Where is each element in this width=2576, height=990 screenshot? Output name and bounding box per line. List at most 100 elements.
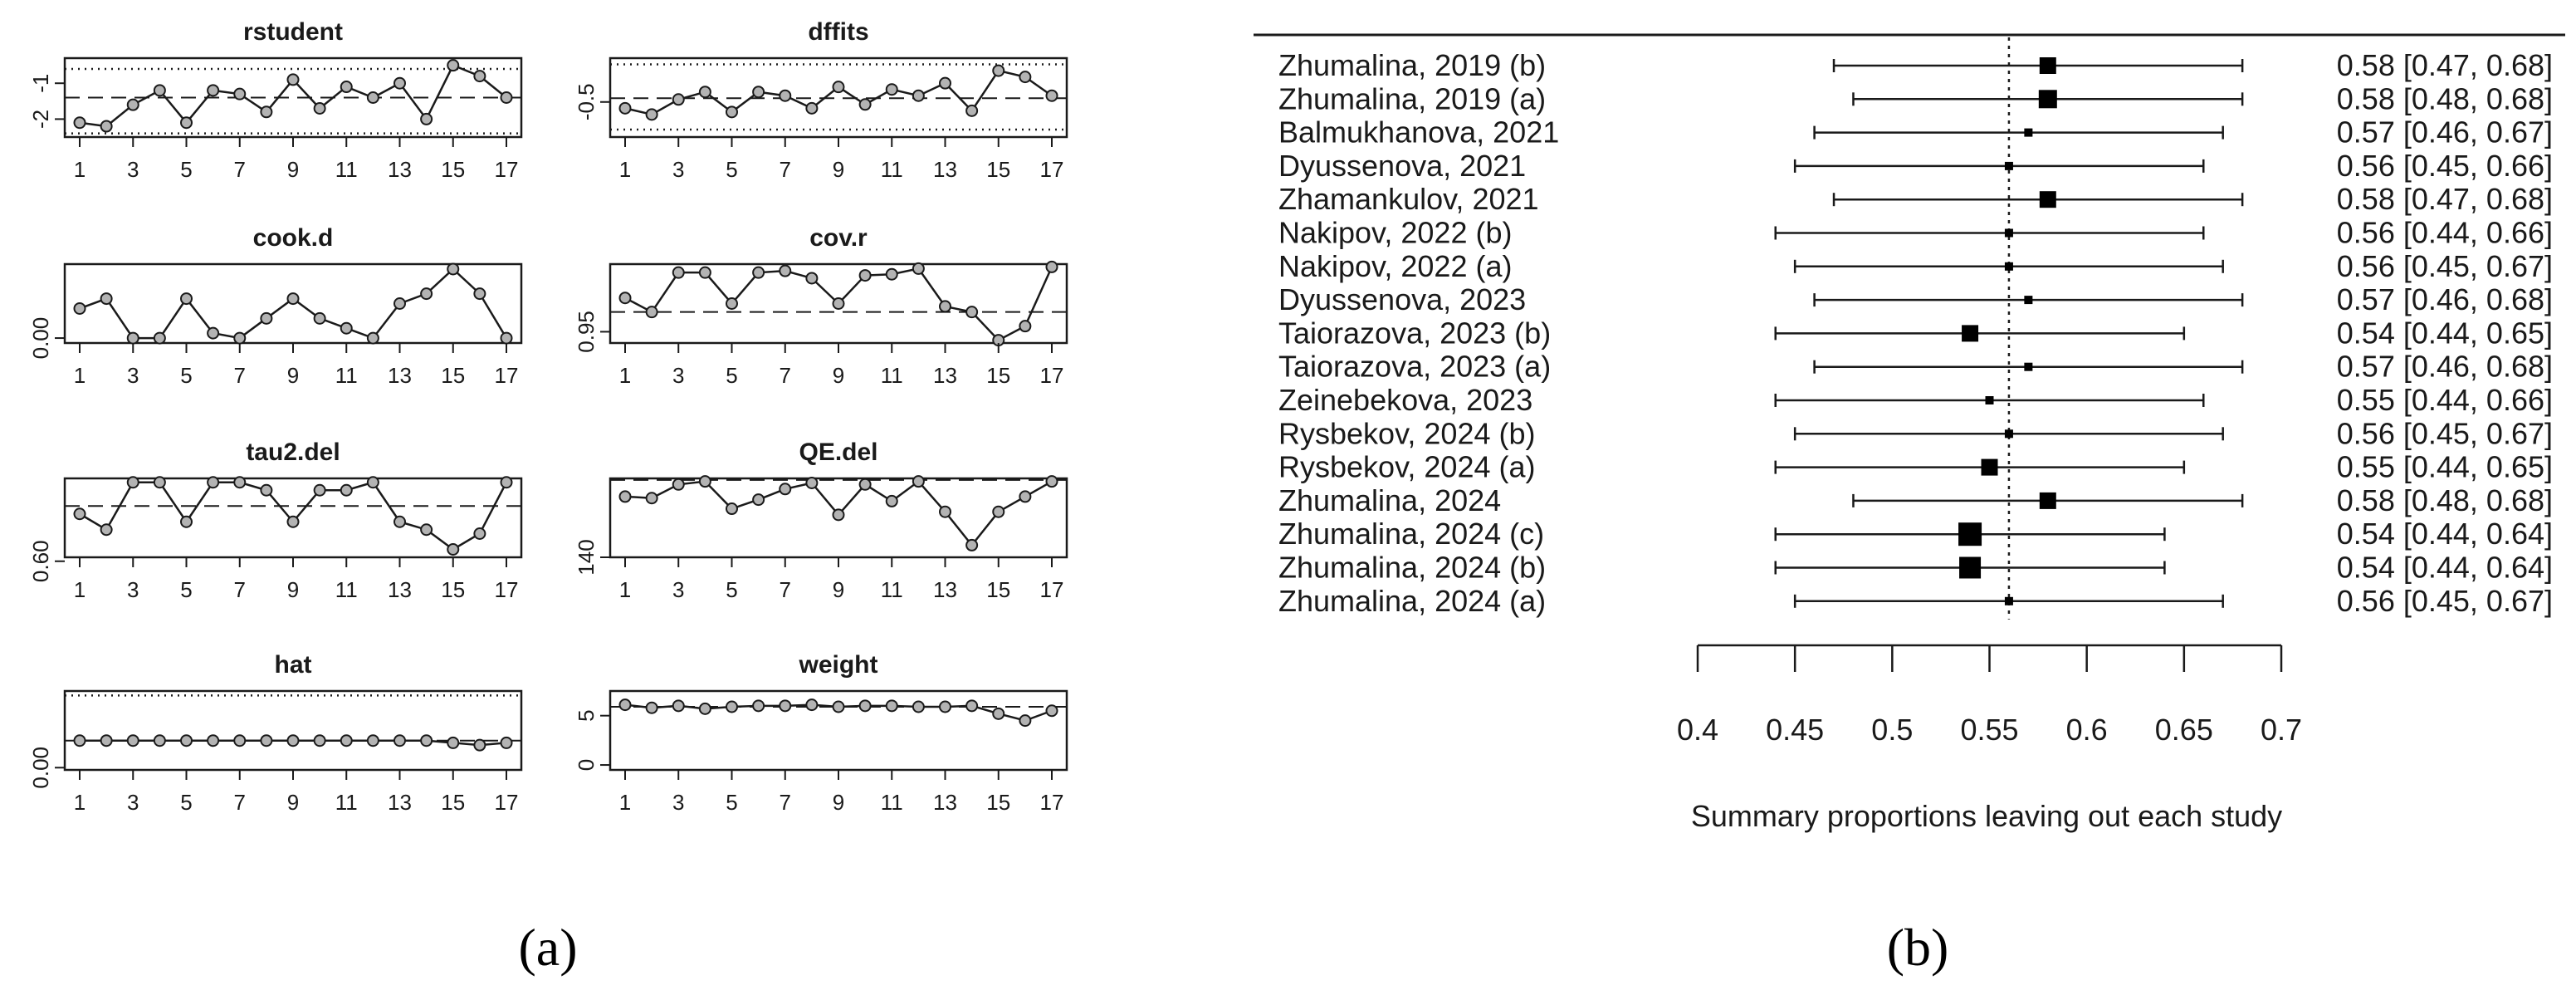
x-tick-label: 17 (495, 157, 519, 182)
data-point (473, 287, 486, 301)
study-label: Zhamankulov, 2021 (1278, 182, 1539, 216)
subplot-title: dffits (808, 18, 868, 46)
x-tick-label: 15 (986, 157, 1010, 182)
data-point (645, 701, 658, 714)
data-point (965, 306, 979, 319)
study-row: Zhumalina, 2024 (c) 0.54 [0.44, 0.64] (1278, 517, 2553, 551)
data-point (340, 81, 353, 94)
data-point (420, 523, 433, 537)
panel-label-b: (b) (1887, 918, 1949, 977)
x-tick-label: 13 (388, 363, 412, 388)
data-point (939, 76, 951, 90)
y-tick-label: 0.60 (28, 540, 53, 582)
point-estimate-square (2004, 161, 2013, 170)
data-point (752, 493, 765, 507)
data-point (340, 483, 353, 497)
data-point (1019, 320, 1032, 333)
x-tick-label: 9 (833, 577, 844, 602)
ci-text: 0.57 [0.46, 0.68] (2337, 282, 2553, 316)
x-tick-label: 11 (335, 790, 358, 815)
data-point (939, 505, 951, 518)
data-point (752, 86, 765, 99)
data-point (832, 508, 845, 522)
data-point (447, 543, 460, 556)
data-point (1045, 89, 1058, 102)
data-point (752, 699, 765, 713)
data-point (1019, 71, 1032, 84)
x-tick-label: 5 (180, 577, 192, 602)
data-point (698, 266, 711, 279)
data-point (126, 98, 139, 111)
x-tick-label: 15 (986, 790, 1010, 815)
data-point (1019, 714, 1032, 728)
data-point (153, 734, 166, 747)
data-point (366, 734, 379, 747)
panel-b-leave-one-out-forest-plot: Zhumalina, 2019 (b) 0.58 [0.47, 0.68]Zhum… (1254, 33, 2565, 833)
study-row: Zhamankulov, 2021 0.58 [0.47, 0.68] (1278, 182, 2553, 216)
x-tick-label: 13 (933, 157, 957, 182)
study-row: Zhumalina, 2019 (a) 0.58 [0.48, 0.68] (1278, 81, 2553, 115)
x-tick-label: 1 (74, 363, 86, 388)
study-row: Zhumalina, 2024 0.58 [0.48, 0.68] (1278, 483, 2553, 517)
point-estimate-square (2024, 128, 2033, 137)
data-point (992, 505, 1005, 518)
data-point (233, 734, 247, 747)
data-point (286, 292, 300, 306)
x-tick-label: 5 (726, 363, 737, 388)
ci-text: 0.57 [0.46, 0.67] (2337, 115, 2553, 149)
data-point (752, 266, 765, 279)
x-tick-label: 11 (335, 363, 358, 388)
ci-text: 0.58 [0.48, 0.68] (2337, 483, 2553, 517)
data-point (153, 84, 166, 97)
x-tick-label: 17 (495, 577, 519, 602)
data-point (73, 734, 86, 747)
data-point (965, 104, 979, 117)
ci-text: 0.56 [0.45, 0.67] (2337, 249, 2553, 283)
x-tick-label: 1 (619, 577, 631, 602)
data-point (473, 70, 486, 83)
data-point (313, 311, 326, 325)
data-point (393, 297, 406, 310)
x-tick-label: 3 (672, 363, 684, 388)
data-point (726, 105, 738, 119)
data-point (420, 734, 433, 747)
ci-text: 0.57 [0.46, 0.68] (2337, 350, 2553, 384)
x-tick-label: 3 (127, 577, 139, 602)
subplot-title: rstudent (243, 18, 343, 46)
data-point (73, 116, 86, 130)
data-point (779, 483, 792, 496)
point-estimate-square (2004, 596, 2013, 605)
x-tick-label: 7 (234, 790, 246, 815)
data-point (912, 89, 925, 102)
x-tick-label: 0.7 (2261, 713, 2302, 747)
subplot-title: hat (275, 651, 312, 679)
point-estimate-square (2039, 57, 2056, 74)
data-point (965, 699, 979, 713)
point-estimate-square (2024, 296, 2033, 305)
x-tick-label: 7 (234, 363, 246, 388)
x-tick-label: 1 (619, 363, 631, 388)
study-row: Dyussenova, 2021 0.56 [0.45, 0.66] (1278, 149, 2553, 183)
data-point (126, 734, 139, 747)
data-point (73, 301, 86, 315)
x-tick-label: 0.45 (1766, 713, 1824, 747)
data-point (779, 264, 792, 277)
data-point (473, 738, 486, 752)
x-tick-label: 3 (127, 363, 139, 388)
x-tick-label: 9 (833, 157, 844, 182)
study-label: Nakipov, 2022 (b) (1278, 216, 1512, 250)
data-point (858, 98, 872, 111)
x-tick-label: 11 (881, 363, 903, 388)
study-row: Zhumalina, 2024 (b) 0.54 [0.44, 0.64] (1278, 551, 2553, 585)
data-point (313, 483, 326, 497)
x-tick-label: 0.55 (1960, 713, 2018, 747)
study-label: Taiorazova, 2023 (b) (1278, 316, 1551, 350)
y-tick-label: 0.95 (574, 311, 599, 353)
data-point (618, 490, 632, 503)
data-point (500, 736, 513, 749)
data-point (779, 699, 792, 713)
